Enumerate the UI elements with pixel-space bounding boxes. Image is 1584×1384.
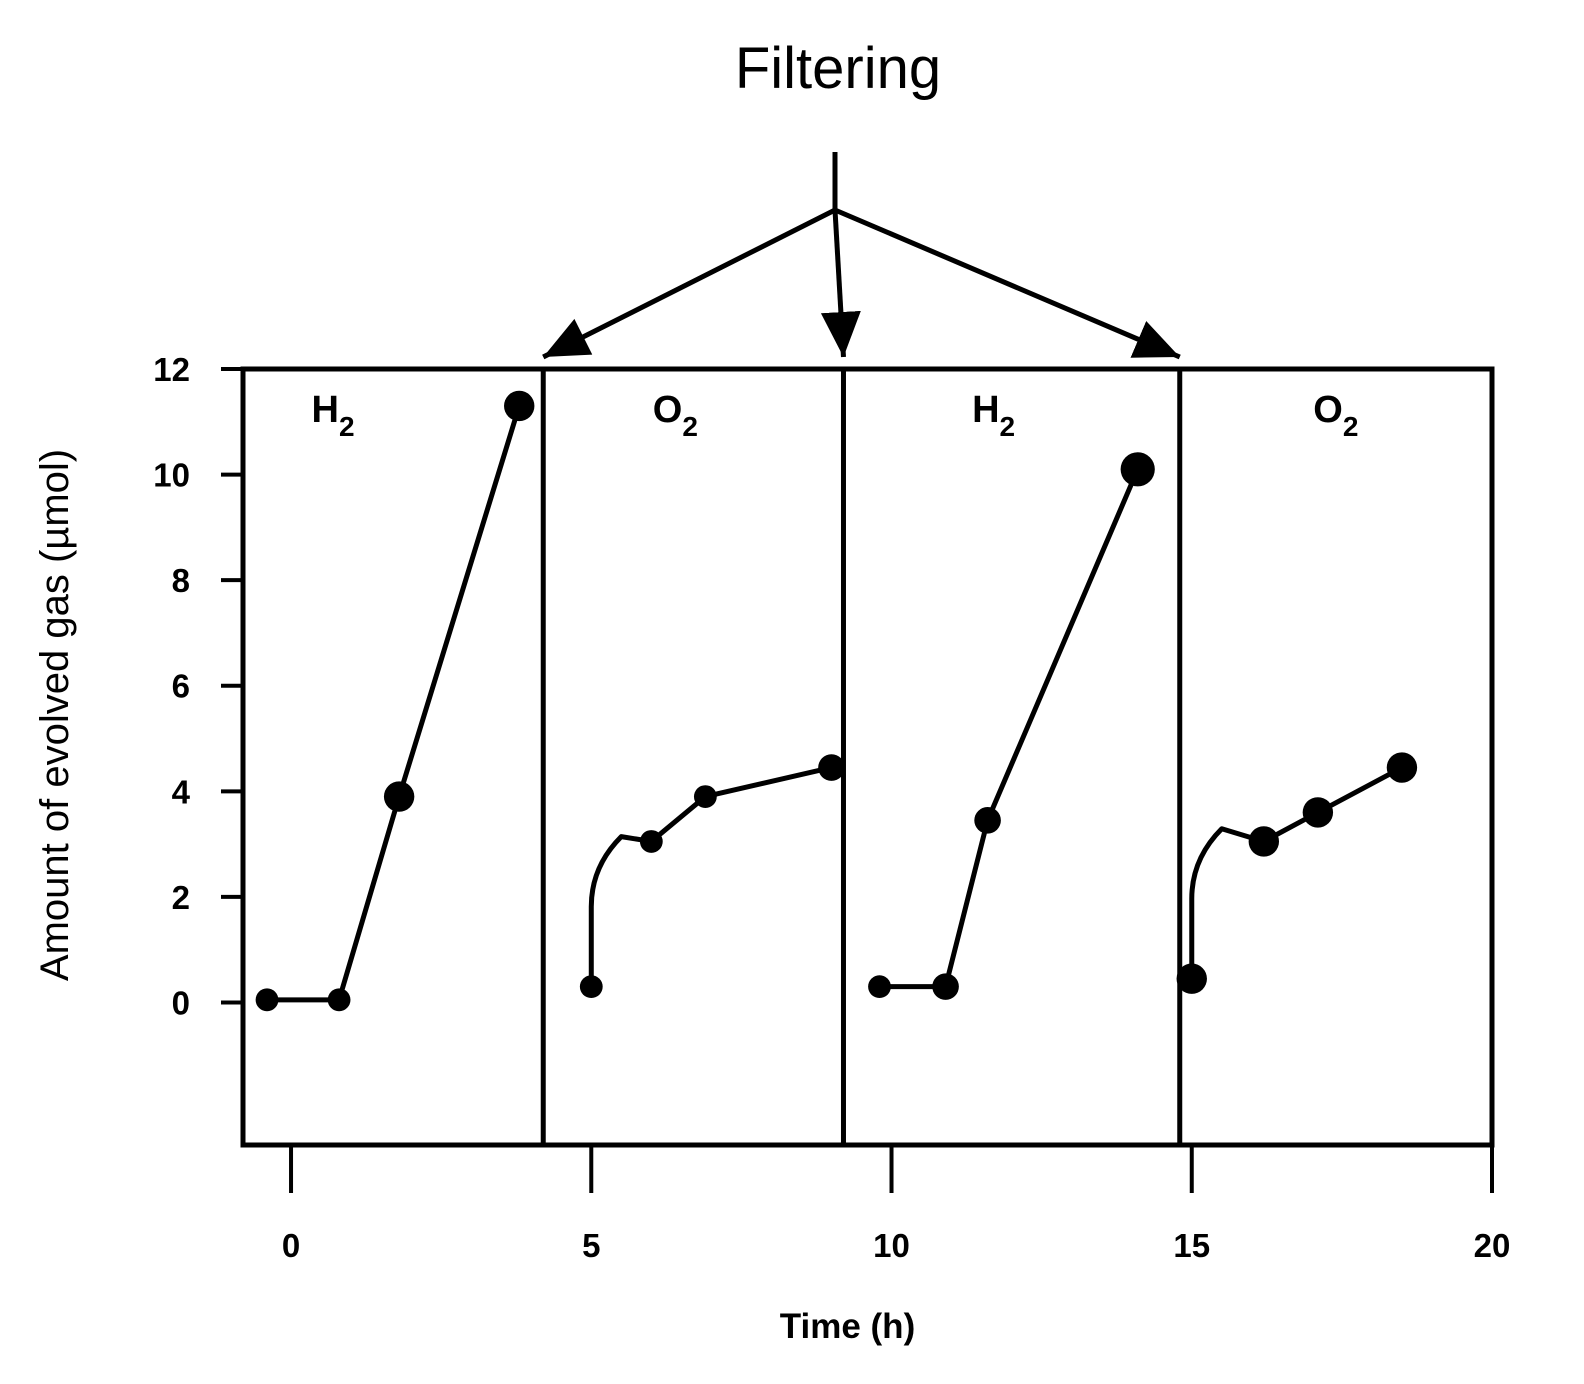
x-tick-label-20: 20 (1474, 1227, 1511, 1264)
series-1-point-4 (504, 390, 535, 422)
y-tick-label-4: 4 (172, 773, 191, 810)
series-3-point-3 (974, 807, 1001, 834)
y-tick-label-12: 12 (153, 351, 190, 388)
series-1-point-1 (255, 988, 279, 1012)
x-tick-label-15: 15 (1173, 1227, 1210, 1264)
x-axis-label: Time (h) (780, 1307, 915, 1346)
series-line-1 (267, 405, 522, 1003)
series-line-2 (588, 765, 833, 987)
series-line-4 (1189, 765, 1404, 979)
panel-label-4: O2 (1313, 389, 1358, 442)
series-line-3 (879, 468, 1141, 990)
panel-label-2: O2 (653, 389, 698, 442)
series-4-point-2 (1248, 826, 1280, 857)
y-tick-label-8: 8 (172, 562, 190, 599)
series-2-point-4 (818, 754, 845, 781)
series-4-point-1 (1176, 963, 1207, 994)
y-tick-label-10: 10 (153, 457, 190, 494)
x-tick-label-0: 0 (282, 1227, 300, 1264)
series-3-point-4 (1120, 452, 1155, 487)
series-2-point-1 (579, 975, 603, 999)
series-3-point-2 (932, 973, 959, 1000)
series-2-point-2 (639, 830, 663, 853)
y-tick-label-6: 6 (172, 668, 190, 705)
x-tick-label-10: 10 (873, 1227, 910, 1264)
series-4-point-4 (1386, 752, 1418, 783)
series-3-point-1 (868, 975, 891, 999)
x-tick-label-5: 5 (582, 1227, 600, 1264)
y-tick-label-0: 0 (172, 984, 190, 1021)
annotation-arrow-3 (834, 207, 1181, 360)
plot-frame (240, 366, 1495, 1148)
series-1-point-2 (327, 988, 351, 1012)
series-1-point-3 (383, 781, 415, 812)
y-axis-label: Amount of evolved gas (µmol) (33, 449, 77, 981)
annotation-text: Filtering (735, 36, 941, 101)
y-tick-label-2: 2 (172, 879, 190, 916)
annotation-arrow-2 (820, 209, 861, 358)
series-4-point-3 (1302, 797, 1334, 828)
series-2-point-3 (693, 785, 717, 808)
panel-label-3: H2 (972, 389, 1015, 442)
annotation-arrow-1 (542, 207, 837, 360)
panel-label-1: H2 (312, 389, 355, 442)
